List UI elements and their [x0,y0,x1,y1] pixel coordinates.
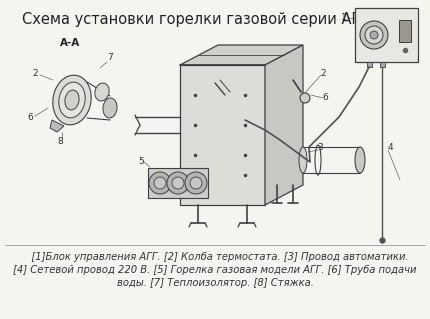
Text: 8: 8 [57,137,63,146]
Bar [367,62,372,67]
Polygon shape [265,45,303,205]
Text: А-А: А-А [60,38,80,48]
Ellipse shape [355,147,365,173]
Circle shape [190,177,202,189]
Polygon shape [180,45,303,65]
Text: 2: 2 [320,69,326,78]
Ellipse shape [59,82,85,118]
Circle shape [360,21,388,49]
Bar [355,8,418,62]
Bar [180,65,265,205]
Text: воды. [7] Теплоизолятор. [8] Стяжка.: воды. [7] Теплоизолятор. [8] Стяжка. [117,278,313,288]
Text: [1]Блок управления АГГ. [2] Колба термостата. [3] Провод автоматики.: [1]Блок управления АГГ. [2] Колба термос… [22,252,408,262]
Circle shape [370,31,378,39]
Bar [380,62,385,67]
Text: 6: 6 [27,114,33,122]
Circle shape [185,172,207,194]
Circle shape [149,172,171,194]
Text: 5: 5 [138,158,144,167]
Circle shape [167,172,189,194]
Bar [148,168,208,198]
Text: 1: 1 [341,13,347,23]
Text: Схема установки горелки газовой серии АГГ: Схема установки горелки газовой серии АГ… [22,12,369,27]
Ellipse shape [53,75,91,125]
Circle shape [365,26,383,44]
Text: 2: 2 [32,69,38,78]
Circle shape [154,177,166,189]
Text: 7: 7 [107,54,113,63]
Circle shape [300,93,310,103]
Ellipse shape [299,147,307,173]
Text: 6: 6 [322,93,328,101]
Text: 4: 4 [387,144,393,152]
Text: 3: 3 [317,144,323,152]
Ellipse shape [65,90,79,110]
Polygon shape [50,120,64,132]
Ellipse shape [95,83,109,101]
Ellipse shape [103,98,117,118]
Circle shape [172,177,184,189]
Text: [4] Сетевой провод 220 В. [5] Горелка газовая модели АГГ. [6] Труба подачи: [4] Сетевой провод 220 В. [5] Горелка га… [13,265,417,275]
Bar [399,20,411,42]
